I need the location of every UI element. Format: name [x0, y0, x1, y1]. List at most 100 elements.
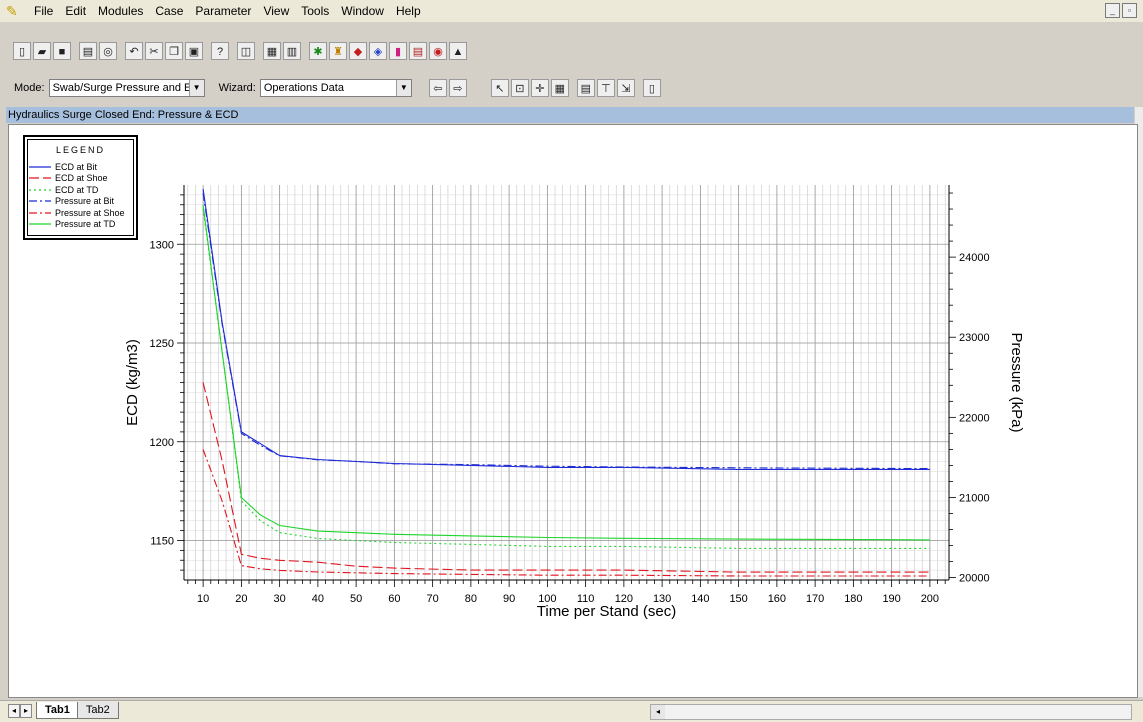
- x-tick-label: 170: [806, 593, 824, 605]
- tab-next-icon[interactable]: ▸: [20, 704, 32, 718]
- frame-icon[interactable]: ◫: [237, 42, 255, 60]
- menu-case[interactable]: Case: [155, 4, 184, 18]
- menu-file[interactable]: File: [34, 4, 54, 18]
- menu-edit[interactable]: Edit: [65, 4, 87, 18]
- grid-icon[interactable]: ▦: [550, 79, 569, 97]
- wizard-select[interactable]: Operations Data ▼: [259, 79, 412, 97]
- y-tick-label: 1300: [150, 239, 174, 251]
- legend-entry-label: ECD at Bit: [55, 161, 98, 172]
- restore-icon[interactable]: ▫: [1122, 3, 1137, 18]
- auto-calc-icon[interactable]: ▦: [263, 42, 281, 60]
- legend-entry-label: Pressure at Shoe: [55, 207, 125, 218]
- zoom-box-icon[interactable]: ⊡: [510, 79, 529, 97]
- series-line-ecd-at-shoe: [202, 382, 930, 573]
- print-icon[interactable]: ▤: [79, 42, 97, 60]
- save-icon[interactable]: ■: [53, 42, 71, 60]
- crosshair-icon[interactable]: ✛: [530, 79, 549, 97]
- tab-2[interactable]: Tab2: [76, 702, 119, 719]
- legend-swatch: [29, 189, 51, 191]
- table-icon[interactable]: ▤: [576, 79, 595, 97]
- cut-icon[interactable]: ✂: [145, 42, 163, 60]
- chevron-down-icon[interactable]: ▼: [395, 80, 411, 96]
- fluid-icon[interactable]: ◆: [349, 42, 367, 60]
- wellbore-icon[interactable]: ✱: [309, 42, 327, 60]
- series-line-pressure-at-shoe: [202, 449, 930, 577]
- menu-tools[interactable]: Tools: [301, 4, 330, 18]
- legend-entry: Pressure at Shoe: [29, 207, 125, 219]
- y2-axis-label: Pressure (kPa): [1008, 332, 1025, 432]
- legend-entry: ECD at Bit: [29, 161, 125, 173]
- menu-view[interactable]: View: [263, 4, 290, 18]
- hydraulics-chart: 10 20 30 40 50 60 70 80 90 100 110 120 130 140 150 160 1…: [124, 185, 1025, 620]
- x-axis-label: Time per Stand (sec): [537, 603, 677, 620]
- mode-label: Mode:: [14, 82, 45, 94]
- legend-entry: Pressure at TD: [29, 219, 125, 231]
- legend-swatch: [29, 212, 51, 214]
- export-icon[interactable]: ⇲: [616, 79, 635, 97]
- tab-navigation: ◂ ▸: [8, 704, 32, 718]
- legend-entry: ECD at Shoe: [29, 173, 125, 185]
- forward-arrow-icon[interactable]: ⇨: [448, 79, 467, 97]
- x-tick-label: 30: [274, 593, 286, 605]
- menu-parameter[interactable]: Parameter: [195, 4, 252, 18]
- series-line-ecd-at-td: [202, 208, 930, 549]
- menu-bar: ✎ File Edit Modules Case Parameter View …: [0, 0, 1143, 22]
- x-tick-label: 180: [844, 593, 862, 605]
- x-tick-label: 100: [538, 593, 556, 605]
- chart-legend: LEGEND ECD at Bit ECD at Shoe ECD at TD Pre…: [23, 135, 138, 240]
- legend-swatch: [29, 177, 51, 179]
- legend-entry: ECD at TD: [29, 184, 125, 196]
- menu-modules[interactable]: Modules: [98, 4, 144, 18]
- vertical-scrollbar[interactable]: [1135, 107, 1143, 697]
- mode-select[interactable]: Swab/Surge Pressure and ECD ▼: [48, 79, 205, 97]
- properties-icon[interactable]: ▯: [642, 79, 661, 97]
- wizard-select-value: Operations Data: [263, 82, 344, 94]
- lock-icon[interactable]: ▲: [449, 42, 467, 60]
- paste-icon[interactable]: ▣: [185, 42, 203, 60]
- x-tick-label: 80: [465, 593, 477, 605]
- copy-icon[interactable]: ❐: [165, 42, 183, 60]
- horizontal-scrollbar[interactable]: ◂: [650, 704, 1132, 720]
- rig-icon[interactable]: ♜: [329, 42, 347, 60]
- menu-window[interactable]: Window: [341, 4, 384, 18]
- x-tick-label: 130: [653, 593, 671, 605]
- series-line-ecd-at-bit: [202, 188, 930, 470]
- filter-icon[interactable]: ⊤: [596, 79, 615, 97]
- x-tick-label: 40: [312, 593, 324, 605]
- calculator-icon[interactable]: ▥: [283, 42, 301, 60]
- x-tick-label: 70: [427, 593, 439, 605]
- y-axis-label: ECD (kg/m3): [124, 339, 141, 426]
- plot-pane: LEGEND ECD at Bit ECD at Shoe ECD at TD Pre…: [8, 124, 1138, 698]
- tab-1[interactable]: Tab1: [36, 702, 79, 719]
- x-tick-label: 160: [768, 593, 786, 605]
- mode-toolbar: Mode: Swab/Surge Pressure and ECD ▼ Wiza…: [0, 74, 1143, 102]
- menu-help[interactable]: Help: [395, 4, 421, 18]
- back-arrow-icon[interactable]: ⇦: [428, 79, 447, 97]
- undo-icon[interactable]: ↶: [125, 42, 143, 60]
- gauge-icon[interactable]: ◉: [429, 42, 447, 60]
- x-tick-label: 150: [729, 593, 747, 605]
- open-folder-icon[interactable]: ▰: [33, 42, 51, 60]
- scroll-left-icon[interactable]: ◂: [651, 705, 665, 719]
- x-tick-label: 20: [235, 593, 247, 605]
- pointer-icon[interactable]: ↖: [490, 79, 509, 97]
- legend-entry-label: ECD at TD: [55, 184, 99, 195]
- new-file-icon[interactable]: ▯: [13, 42, 31, 60]
- x-tick-label: 10: [197, 593, 209, 605]
- legend-entry-label: Pressure at TD: [55, 219, 116, 230]
- legend-entry-label: ECD at Shoe: [55, 173, 108, 184]
- print-preview-icon[interactable]: ◎: [99, 42, 117, 60]
- report-icon[interactable]: ▤: [409, 42, 427, 60]
- y-tick-label: 1200: [150, 437, 174, 449]
- x-tick-label: 200: [921, 593, 939, 605]
- mode-select-value: Swab/Surge Pressure and ECD: [52, 82, 189, 94]
- x-tick-label: 190: [882, 593, 900, 605]
- string-icon[interactable]: ◈: [369, 42, 387, 60]
- context-help-icon[interactable]: ?: [211, 42, 229, 60]
- legend-swatch: [29, 166, 51, 168]
- chart-icon[interactable]: ▮: [389, 42, 407, 60]
- pane-title: Hydraulics Surge Closed End: Pressure & …: [6, 107, 1134, 123]
- tab-prev-icon[interactable]: ◂: [8, 704, 20, 718]
- minimize-icon[interactable]: _: [1105, 3, 1120, 18]
- chevron-down-icon[interactable]: ▼: [188, 80, 204, 96]
